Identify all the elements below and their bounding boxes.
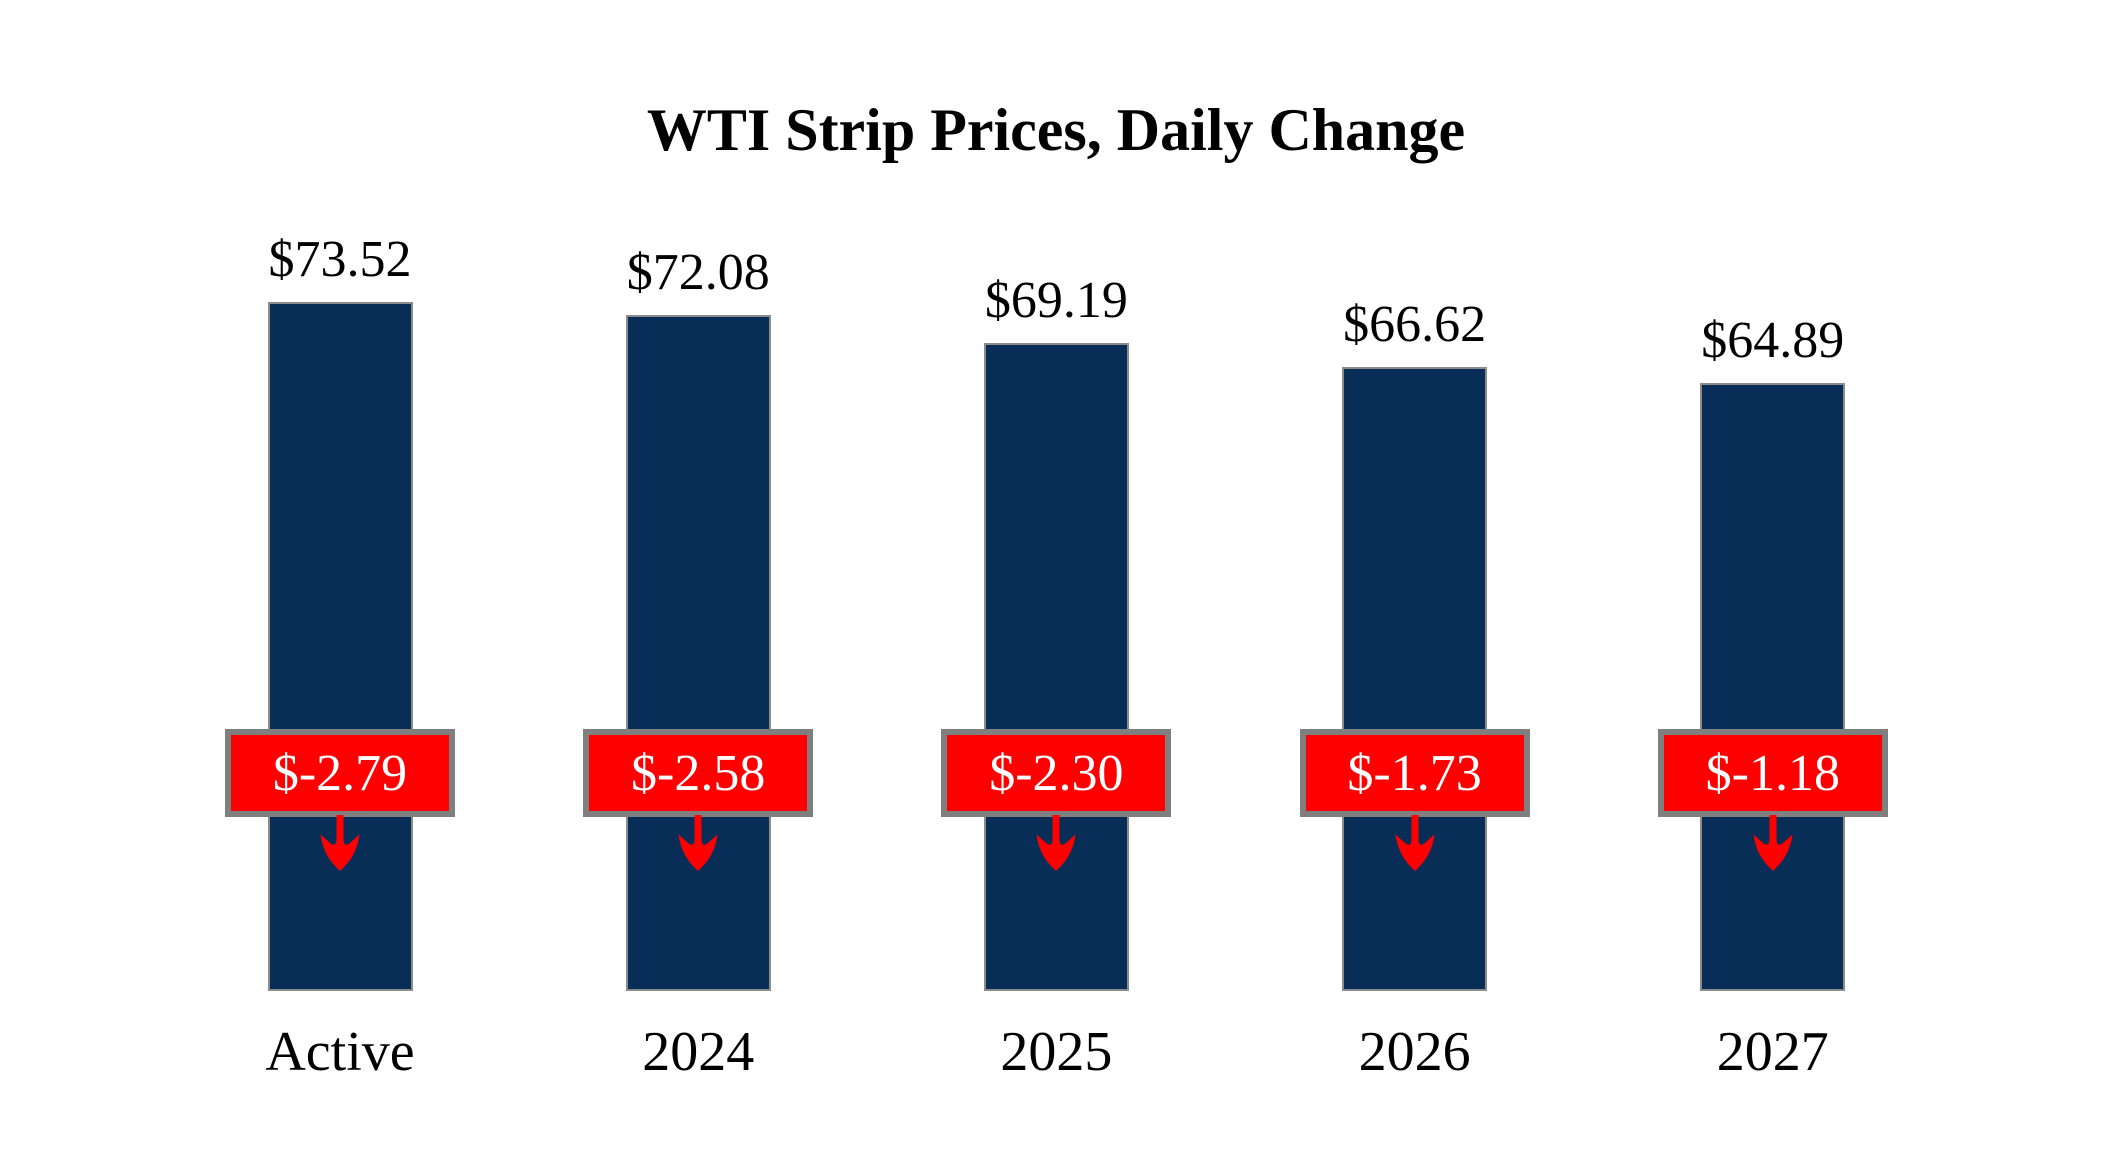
change-label: $-2.58 [631, 744, 766, 802]
bar [983, 343, 1129, 991]
change-label: $-2.79 [272, 744, 408, 802]
change-label: $-1.18 [1705, 744, 1840, 802]
change-box: $-1.18 [1657, 729, 1888, 817]
value-label: $72.08 [626, 244, 770, 301]
down-arrow-icon [1395, 815, 1435, 871]
bar [267, 302, 413, 991]
chart-title: WTI Strip Prices, Daily Change [646, 97, 1466, 163]
down-arrow-icon [1036, 815, 1076, 871]
category-label: Active [265, 1021, 415, 1083]
change-label: $-2.30 [989, 744, 1124, 802]
change-box: $-2.30 [941, 729, 1172, 817]
bar [1342, 367, 1488, 991]
bar [625, 315, 771, 991]
change-box: $-2.58 [583, 729, 814, 817]
bar [1700, 383, 1846, 991]
down-arrow-icon [1753, 815, 1793, 871]
value-label: $69.19 [984, 272, 1128, 329]
category-label: 2026 [1358, 1021, 1471, 1083]
value-label: $73.52 [268, 231, 412, 288]
down-arrow-icon [320, 815, 360, 871]
change-label: $-1.73 [1347, 744, 1482, 802]
change-box: $-1.73 [1299, 729, 1530, 817]
category-label: 2024 [642, 1021, 755, 1083]
value-label: $64.89 [1701, 312, 1845, 369]
category-label: 2025 [1000, 1021, 1113, 1083]
value-label: $66.62 [1343, 296, 1487, 353]
category-label: 2027 [1716, 1021, 1829, 1083]
change-box: $-2.79 [225, 729, 455, 817]
down-arrow-icon [678, 815, 718, 871]
